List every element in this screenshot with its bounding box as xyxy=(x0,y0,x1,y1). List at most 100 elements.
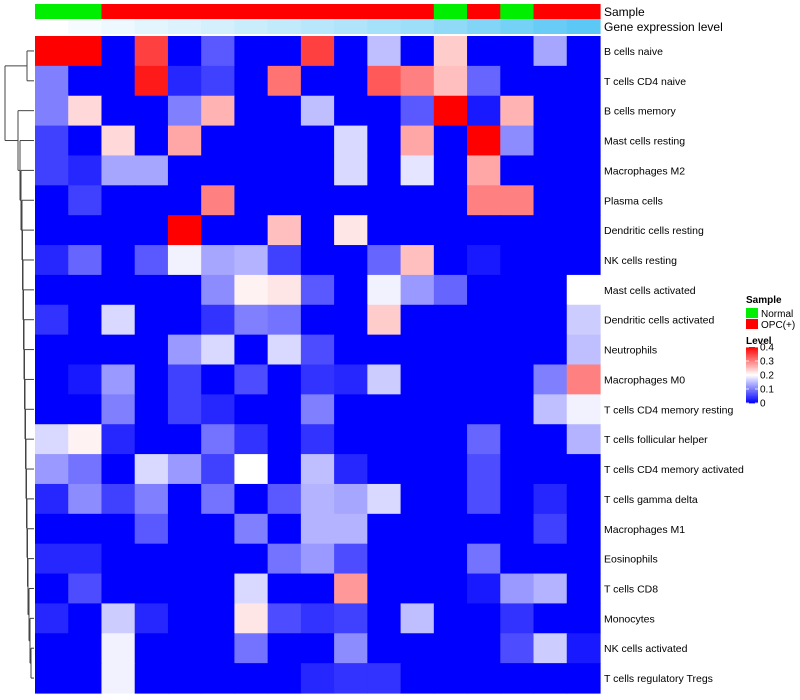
row-labels: B cells naive T cells CD4 naive B cells me… xyxy=(604,46,744,685)
level-legend-gradient xyxy=(746,398,758,401)
heatmap-cell xyxy=(134,95,169,127)
heatmap-cell xyxy=(367,663,402,694)
heatmap-cell xyxy=(234,36,269,67)
heatmap-cell xyxy=(68,483,103,515)
heatmap-cell xyxy=(300,663,335,694)
heatmap-cell xyxy=(367,454,402,485)
level-legend-gradient xyxy=(746,370,758,373)
heatmap-cell xyxy=(68,454,103,485)
level-legend-gradient xyxy=(746,397,758,400)
heatmap-cell xyxy=(201,274,236,306)
heatmap-cell xyxy=(334,543,368,575)
heatmap-cell xyxy=(467,36,501,67)
heatmap-cell xyxy=(500,633,535,664)
expression-annotation-cell xyxy=(101,19,136,34)
heatmap-cell xyxy=(467,364,501,395)
heatmap-cell xyxy=(433,334,468,366)
heatmap-cell xyxy=(433,125,468,157)
expression-annotation-cell xyxy=(68,19,103,34)
expression-annotation-cell xyxy=(234,19,269,34)
heatmap-cell xyxy=(300,543,335,575)
heatmap-cell xyxy=(68,65,103,97)
heatmap-cell xyxy=(433,633,468,664)
heatmap-cell xyxy=(300,394,335,425)
heatmap-cell xyxy=(134,424,169,455)
expression-annotation-cell xyxy=(467,19,501,34)
heatmap-cell xyxy=(134,483,169,515)
row-label: B cells naive xyxy=(604,46,663,58)
heatmap-cell xyxy=(167,95,202,127)
heatmap-cell xyxy=(68,245,103,276)
heatmap-cell xyxy=(201,603,236,634)
level-legend-gradient xyxy=(746,373,758,376)
heatmap-cell xyxy=(35,334,69,366)
heatmap-cell xyxy=(134,663,169,694)
heatmap-cell xyxy=(566,573,601,605)
heatmap-cell xyxy=(167,573,202,605)
heatmap-cell xyxy=(101,304,136,336)
heatmap-cell xyxy=(201,573,236,605)
heatmap-cell xyxy=(367,274,402,306)
heatmap-cell xyxy=(101,215,136,246)
heatmap-cell xyxy=(300,633,335,664)
heatmap-cell xyxy=(68,95,103,127)
heatmap-cell xyxy=(367,394,402,425)
heatmap-cell xyxy=(201,36,236,67)
heatmap-cell xyxy=(201,483,236,515)
heatmap-cell xyxy=(500,483,535,515)
heatmap-cell xyxy=(533,424,568,455)
heatmap-cell xyxy=(167,215,202,246)
heatmap-cell xyxy=(334,513,368,545)
heatmap-cell xyxy=(300,36,335,67)
heatmap-cell xyxy=(334,304,368,336)
heatmap-cell xyxy=(400,454,435,485)
heatmap-cell xyxy=(167,155,202,186)
heatmap-cell xyxy=(101,334,136,366)
heatmap-cell xyxy=(234,543,269,575)
heatmap-cell xyxy=(134,513,169,545)
heatmap-cell xyxy=(566,95,601,127)
heatmap-cell xyxy=(35,513,69,545)
heatmap-cell xyxy=(533,543,568,575)
heatmap-cell xyxy=(35,663,69,694)
heatmap-cell xyxy=(334,483,368,515)
heatmap-cell xyxy=(267,215,302,246)
heatmap-cell xyxy=(267,394,302,425)
level-legend-gradient xyxy=(746,376,758,379)
heatmap-cell xyxy=(533,513,568,545)
level-legend-gradient xyxy=(746,354,758,356)
heatmap-cell xyxy=(500,125,535,157)
heatmap-cell xyxy=(134,633,169,664)
heatmap-cell xyxy=(433,424,468,455)
heatmap-cell xyxy=(101,663,136,694)
heatmap-cell xyxy=(400,185,435,216)
heatmap-cell xyxy=(167,125,202,157)
heatmap-cell xyxy=(367,95,402,127)
heatmap-cell xyxy=(533,483,568,515)
heatmap-cell xyxy=(400,95,435,127)
sample-annotation-cell xyxy=(433,4,468,19)
level-legend-gradient xyxy=(746,347,758,349)
heatmap-cell xyxy=(234,603,269,634)
heatmap-cell xyxy=(500,424,535,455)
level-legend-gradient xyxy=(746,365,758,367)
heatmap-cell xyxy=(433,364,468,395)
heatmap-cell xyxy=(267,603,302,634)
heatmap-cell xyxy=(433,215,468,246)
heatmap-cell xyxy=(566,155,601,186)
heatmap-cell xyxy=(68,274,103,306)
heatmap-cell xyxy=(201,543,236,575)
heatmap-cell xyxy=(533,36,568,67)
heatmap-cell xyxy=(334,663,368,694)
heatmap-cell xyxy=(334,65,368,97)
level-legend-gradient xyxy=(746,391,758,394)
heatmap-cell xyxy=(500,215,535,246)
sample-legend-title: Sample xyxy=(746,295,782,306)
level-legend-gradient xyxy=(746,362,758,365)
heatmap-cell xyxy=(134,36,169,67)
heatmap-cell xyxy=(367,483,402,515)
heatmap-cell xyxy=(267,513,302,545)
heatmap-cell xyxy=(68,36,103,67)
